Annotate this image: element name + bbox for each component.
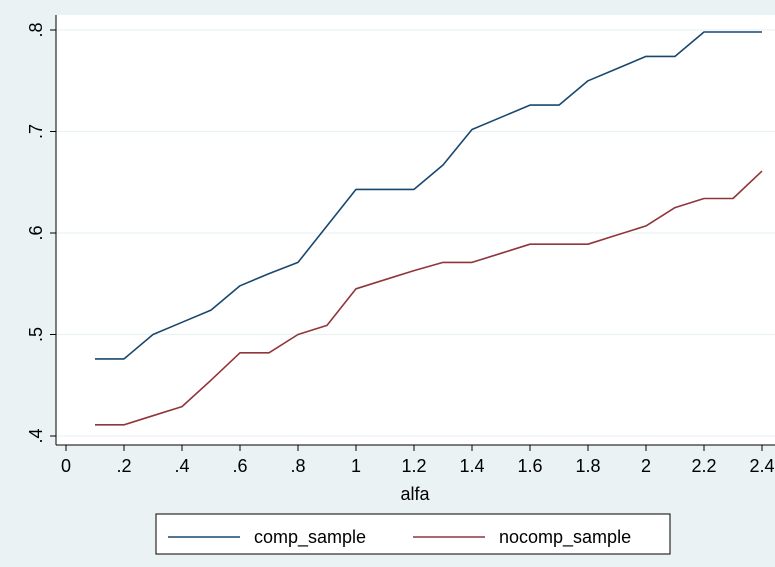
y-tick-label: .7: [26, 124, 46, 139]
x-tick-label: .8: [290, 456, 305, 476]
x-tick-label: .2: [116, 456, 131, 476]
y-tick-label: .6: [26, 225, 46, 240]
x-tick-label: 2: [641, 456, 651, 476]
series-line-comp-sample: [95, 31, 762, 360]
x-axis-label: alfa: [400, 484, 430, 504]
y-tick-label: .8: [26, 22, 46, 37]
legend-box: [155, 513, 671, 555]
x-tick-label: .6: [232, 456, 247, 476]
series-line-nocomp-sample: [95, 170, 763, 426]
x-tick-label: 1: [351, 456, 361, 476]
x-tick-label: 1.4: [459, 456, 484, 476]
x-tick-label: .4: [174, 456, 189, 476]
plot-area: [56, 15, 775, 445]
y-tick-label: .5: [26, 327, 46, 342]
legend-label: comp_sample: [254, 527, 366, 548]
grid-lines: [56, 29, 775, 437]
y-tick-label: .4: [26, 428, 46, 443]
x-tick-label: 2.2: [691, 456, 716, 476]
legend: comp_sample nocomp_sample: [155, 513, 671, 555]
x-tick-label: 0: [61, 456, 71, 476]
x-tick-label: 1.2: [401, 456, 426, 476]
x-tick-label: 1.6: [517, 456, 542, 476]
x-tick-label: 1.8: [575, 456, 600, 476]
x-tick-label: 2.4: [749, 456, 774, 476]
series-lines: [95, 31, 763, 426]
legend-label: nocomp_sample: [499, 527, 631, 548]
y-axis: .4 .5 .6 .7 .8: [26, 22, 56, 444]
x-axis: 0 .2 .4 .6 .8 1 1.2 1.4 1.6 1.8 2 2.2 2.4: [61, 445, 775, 476]
